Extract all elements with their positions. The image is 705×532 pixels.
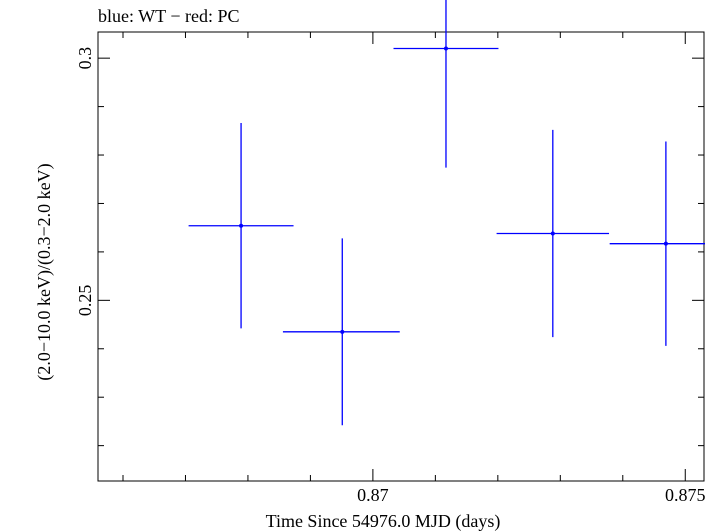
data-point <box>609 141 705 346</box>
data-points <box>188 0 705 426</box>
point-marker <box>239 223 244 228</box>
data-point <box>393 0 499 168</box>
data-point <box>496 129 610 338</box>
y-axis-label: (2.0−10.0 keV)/(0.3−2.0 keV) <box>34 163 55 380</box>
data-point <box>282 238 400 426</box>
x-tick-label: 0.875 <box>665 485 705 505</box>
point-marker <box>550 231 555 236</box>
axis-ticks: 0.87 0.875 0.25 0.3 <box>75 32 705 505</box>
point-marker <box>443 46 448 51</box>
point-marker <box>663 241 668 246</box>
chart-title: blue: WT − red: PC <box>98 6 239 26</box>
y-tick-label: 0.25 <box>75 285 95 317</box>
x-axis-label: Time Since 54976.0 MJD (days) <box>266 511 501 532</box>
x-tick-label: 0.87 <box>357 485 389 505</box>
y-tick-label: 0.3 <box>75 47 95 69</box>
point-marker <box>340 329 345 334</box>
plot-frame <box>97 31 705 482</box>
data-point <box>188 123 294 329</box>
